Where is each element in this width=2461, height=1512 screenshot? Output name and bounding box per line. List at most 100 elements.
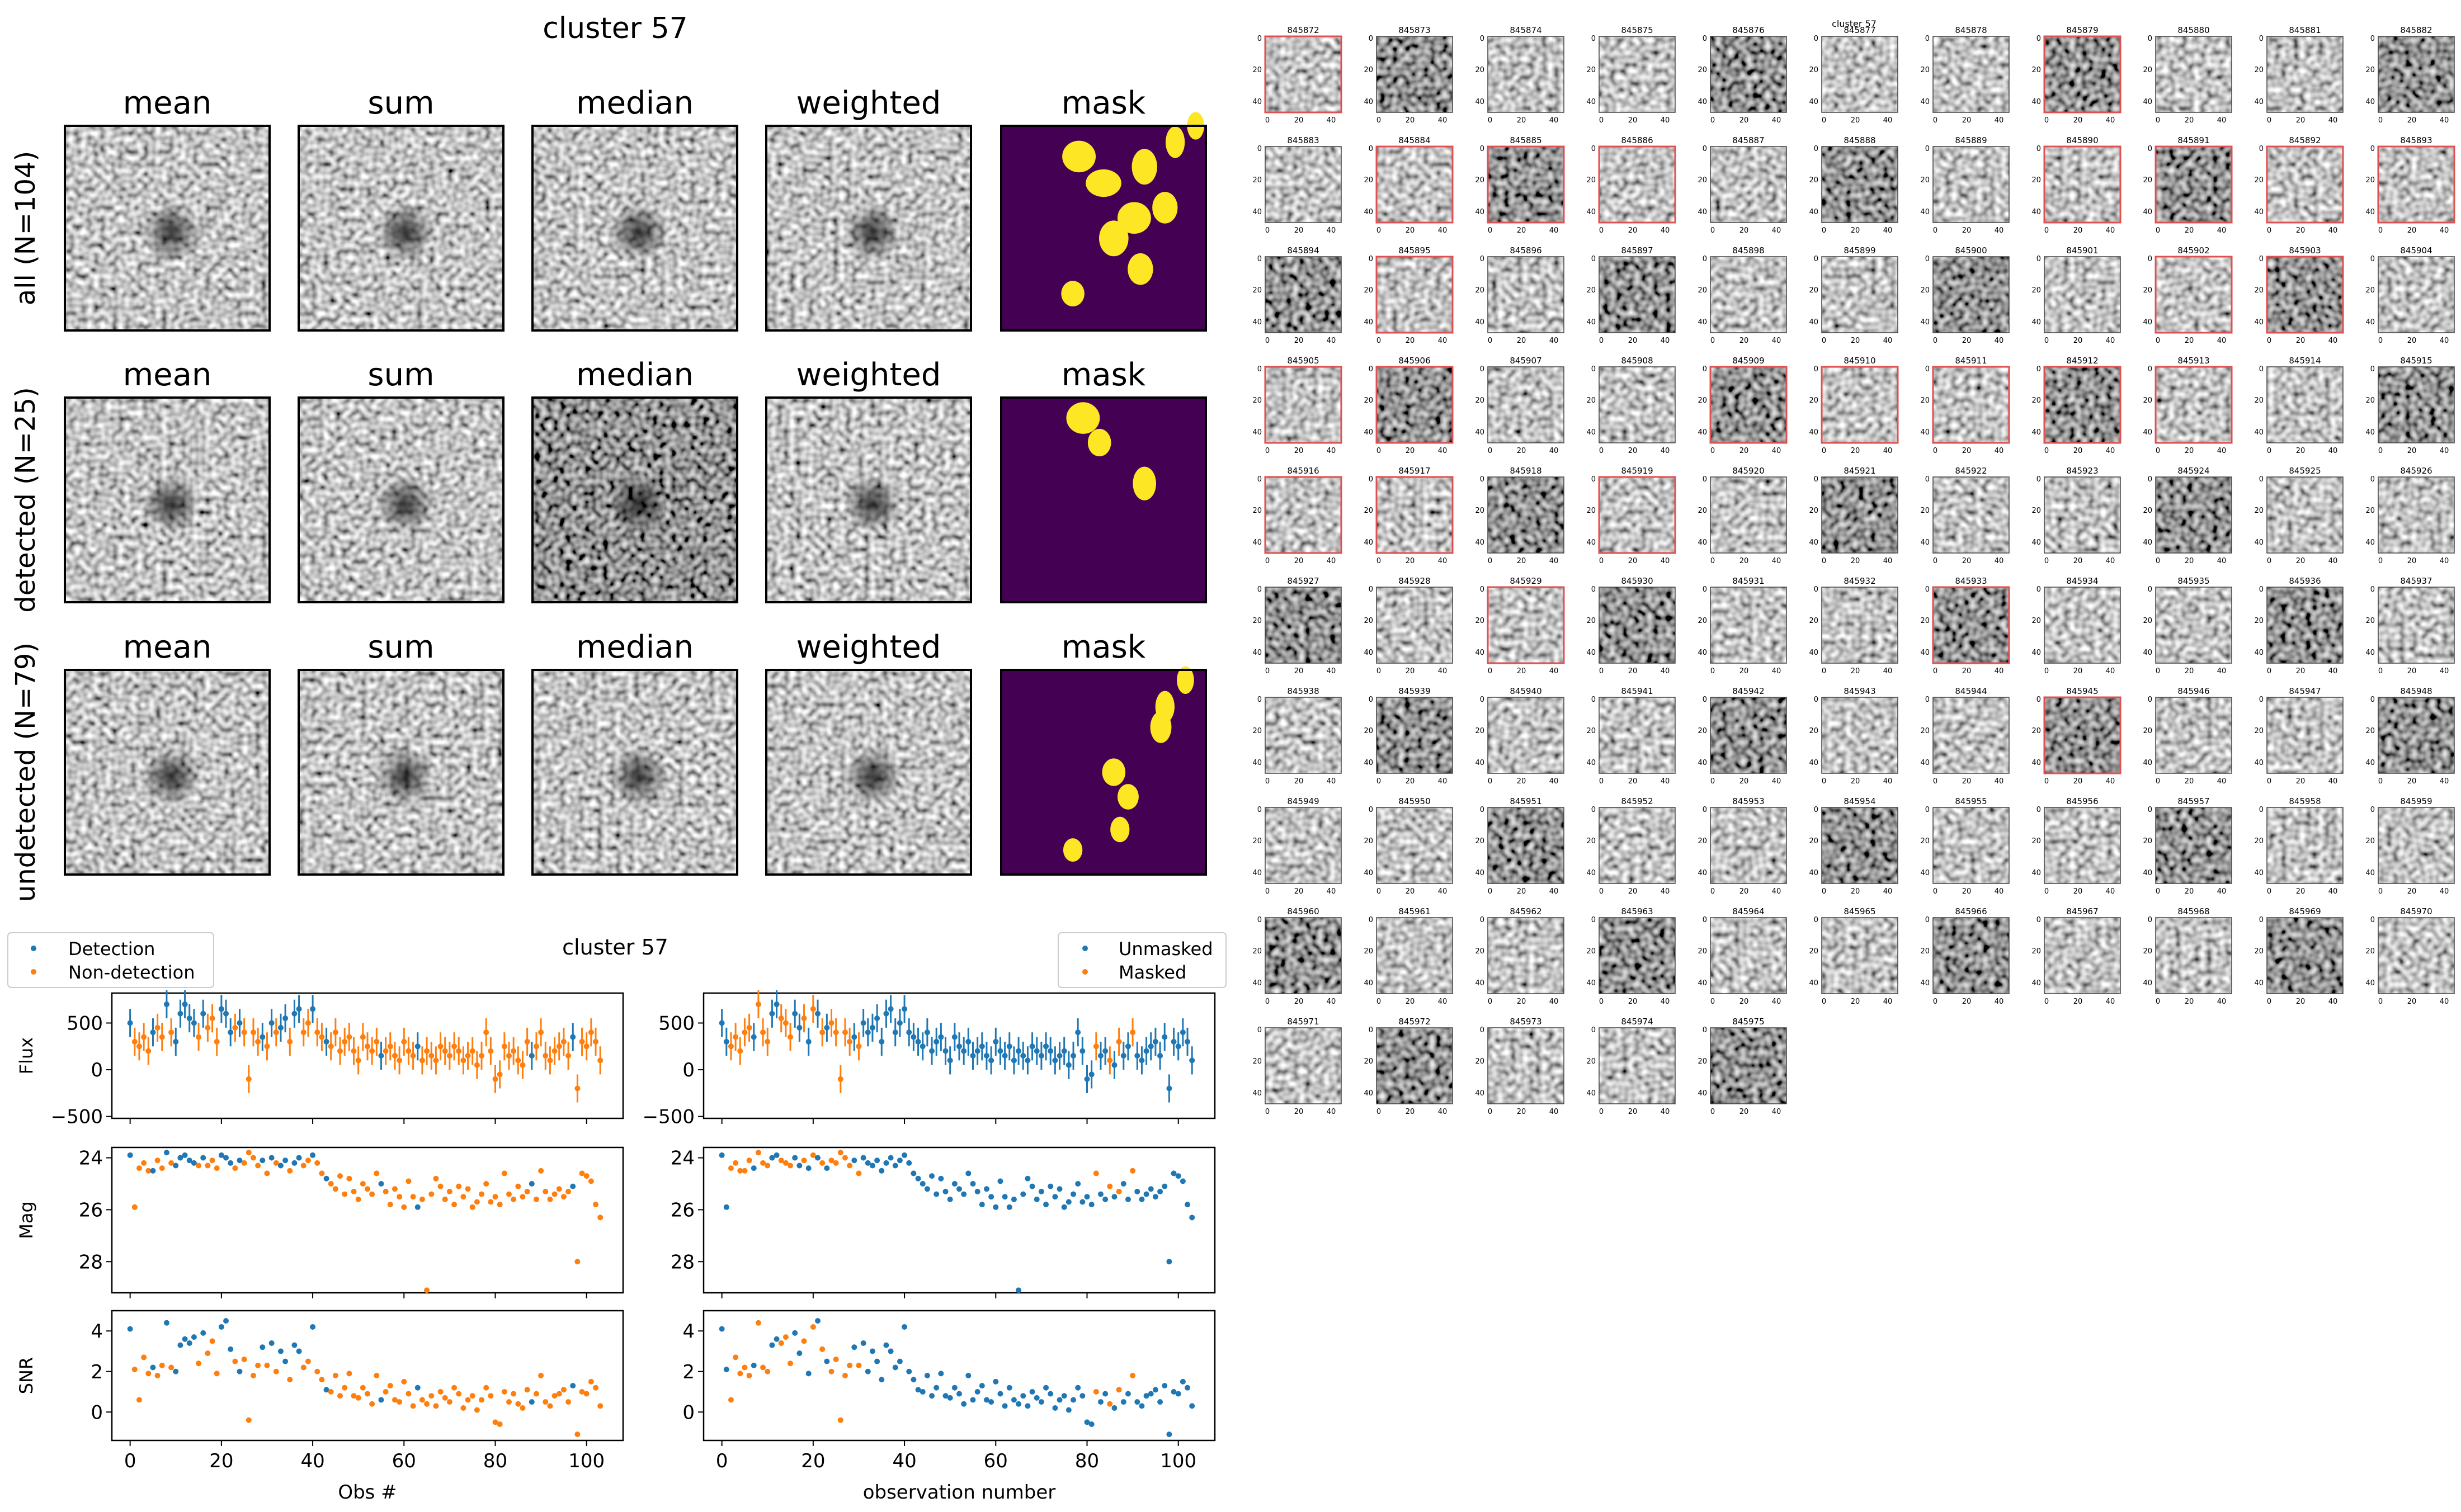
frame-x-tick: 0	[1488, 557, 1492, 565]
frame-y-tick: 40	[2143, 979, 2152, 987]
data-point	[264, 1043, 270, 1050]
data-point	[965, 1038, 972, 1045]
data-point	[860, 1155, 866, 1161]
data-point	[383, 1048, 389, 1054]
frame-x-tick: 40	[1772, 226, 1781, 235]
data-point	[574, 1085, 581, 1092]
frame-image	[1710, 477, 1786, 553]
frame-y-tick: 40	[1364, 538, 1373, 547]
frame-y-tick: 40	[2254, 759, 2264, 767]
data-point	[401, 1378, 407, 1385]
frame-x-tick: 20	[2296, 667, 2306, 675]
data-point	[305, 1157, 311, 1164]
frame-x-tick: 20	[1628, 1108, 1638, 1116]
frame-y-tick: 40	[2365, 979, 2375, 987]
frame-border	[1376, 587, 1453, 664]
data-point	[255, 1362, 261, 1368]
frame-border	[1265, 1027, 1342, 1104]
x-tick-label: 60	[984, 1450, 1008, 1472]
frame-y-tick: 0	[1814, 35, 1818, 43]
frame-x-tick: 20	[1294, 557, 1304, 565]
frame-y-tick: 20	[1698, 617, 1707, 625]
frame-y-tick: 0	[2370, 35, 2375, 43]
frame-y-tick: 0	[2148, 475, 2152, 484]
frame-y-tick: 0	[2036, 916, 2041, 924]
mask-blob	[1117, 202, 1151, 234]
data-point	[865, 1368, 871, 1374]
data-point	[369, 1191, 375, 1197]
frame-x-tick: 0	[1376, 667, 1381, 675]
frame-y-tick: 0	[2370, 696, 2375, 704]
data-point	[1088, 1421, 1095, 1427]
frame-y-tick: 0	[1591, 475, 1596, 484]
data-point	[287, 1377, 293, 1383]
frame-id: 845874	[1510, 25, 1541, 35]
data-point	[277, 1163, 284, 1169]
frame-y-tick: 0	[1814, 365, 1818, 374]
data-point	[282, 1015, 289, 1022]
frame-y-tick: 40	[1252, 208, 1262, 216]
data-point	[205, 1163, 211, 1169]
data-point	[915, 1387, 921, 1393]
frame-border	[1487, 917, 1564, 994]
frame-x-tick: 0	[2044, 557, 2049, 565]
data-point	[993, 1038, 999, 1045]
data-point	[560, 1194, 567, 1200]
data-point	[970, 1397, 976, 1403]
data-point	[383, 1188, 389, 1194]
data-point	[433, 1175, 439, 1182]
data-point	[920, 1181, 926, 1187]
stamp-frame	[765, 396, 972, 603]
frame-image	[1376, 477, 1453, 553]
data-point	[1006, 1385, 1012, 1391]
data-point	[342, 1191, 348, 1197]
frame-id: 845936	[2289, 576, 2321, 586]
column-title-mean: mean	[123, 357, 212, 393]
data-point	[186, 1340, 192, 1346]
data-point	[1157, 1053, 1163, 1059]
data-point	[819, 1346, 826, 1352]
frame-x-tick: 20	[2185, 226, 2194, 235]
data-point	[924, 1373, 930, 1378]
frame-x-tick: 0	[1822, 887, 1826, 896]
data-point	[778, 1157, 784, 1164]
frame-x-tick: 40	[1327, 998, 1336, 1006]
frame-x-tick: 40	[1661, 447, 1670, 455]
frame-x-tick: 0	[2267, 887, 2271, 896]
frame-y-tick: 0	[2259, 916, 2264, 924]
frame-id: 845894	[1287, 245, 1319, 256]
frame-x-tick: 0	[1488, 116, 1492, 125]
data-point	[961, 1048, 967, 1054]
frame-id: 845970	[2400, 906, 2432, 916]
frame-image	[1933, 807, 2009, 883]
data-point	[469, 1048, 475, 1054]
frame-x-tick: 40	[1661, 887, 1670, 896]
frame-image	[1265, 147, 1341, 223]
data-point	[547, 1403, 553, 1409]
frame-y-tick: 20	[2365, 947, 2375, 956]
frame-x-tick: 0	[1488, 1108, 1492, 1116]
data-point	[593, 1385, 599, 1391]
frame-y-tick: 20	[2031, 66, 2041, 74]
frame-x-tick: 40	[2106, 337, 2115, 345]
frame-x-tick: 20	[2073, 777, 2083, 786]
data-point	[437, 1389, 444, 1395]
frame-y-tick: 40	[1809, 428, 1818, 437]
frame-id: 845941	[1621, 686, 1653, 696]
data-point	[1011, 1397, 1017, 1403]
data-point	[209, 1157, 215, 1164]
data-point	[177, 1342, 183, 1348]
data-point	[268, 1340, 275, 1346]
frame-y-tick: 20	[1809, 286, 1818, 295]
frame-x-tick: 40	[1772, 116, 1781, 125]
data-point	[136, 1397, 142, 1403]
data-point	[737, 1168, 743, 1174]
data-point	[237, 1020, 243, 1026]
